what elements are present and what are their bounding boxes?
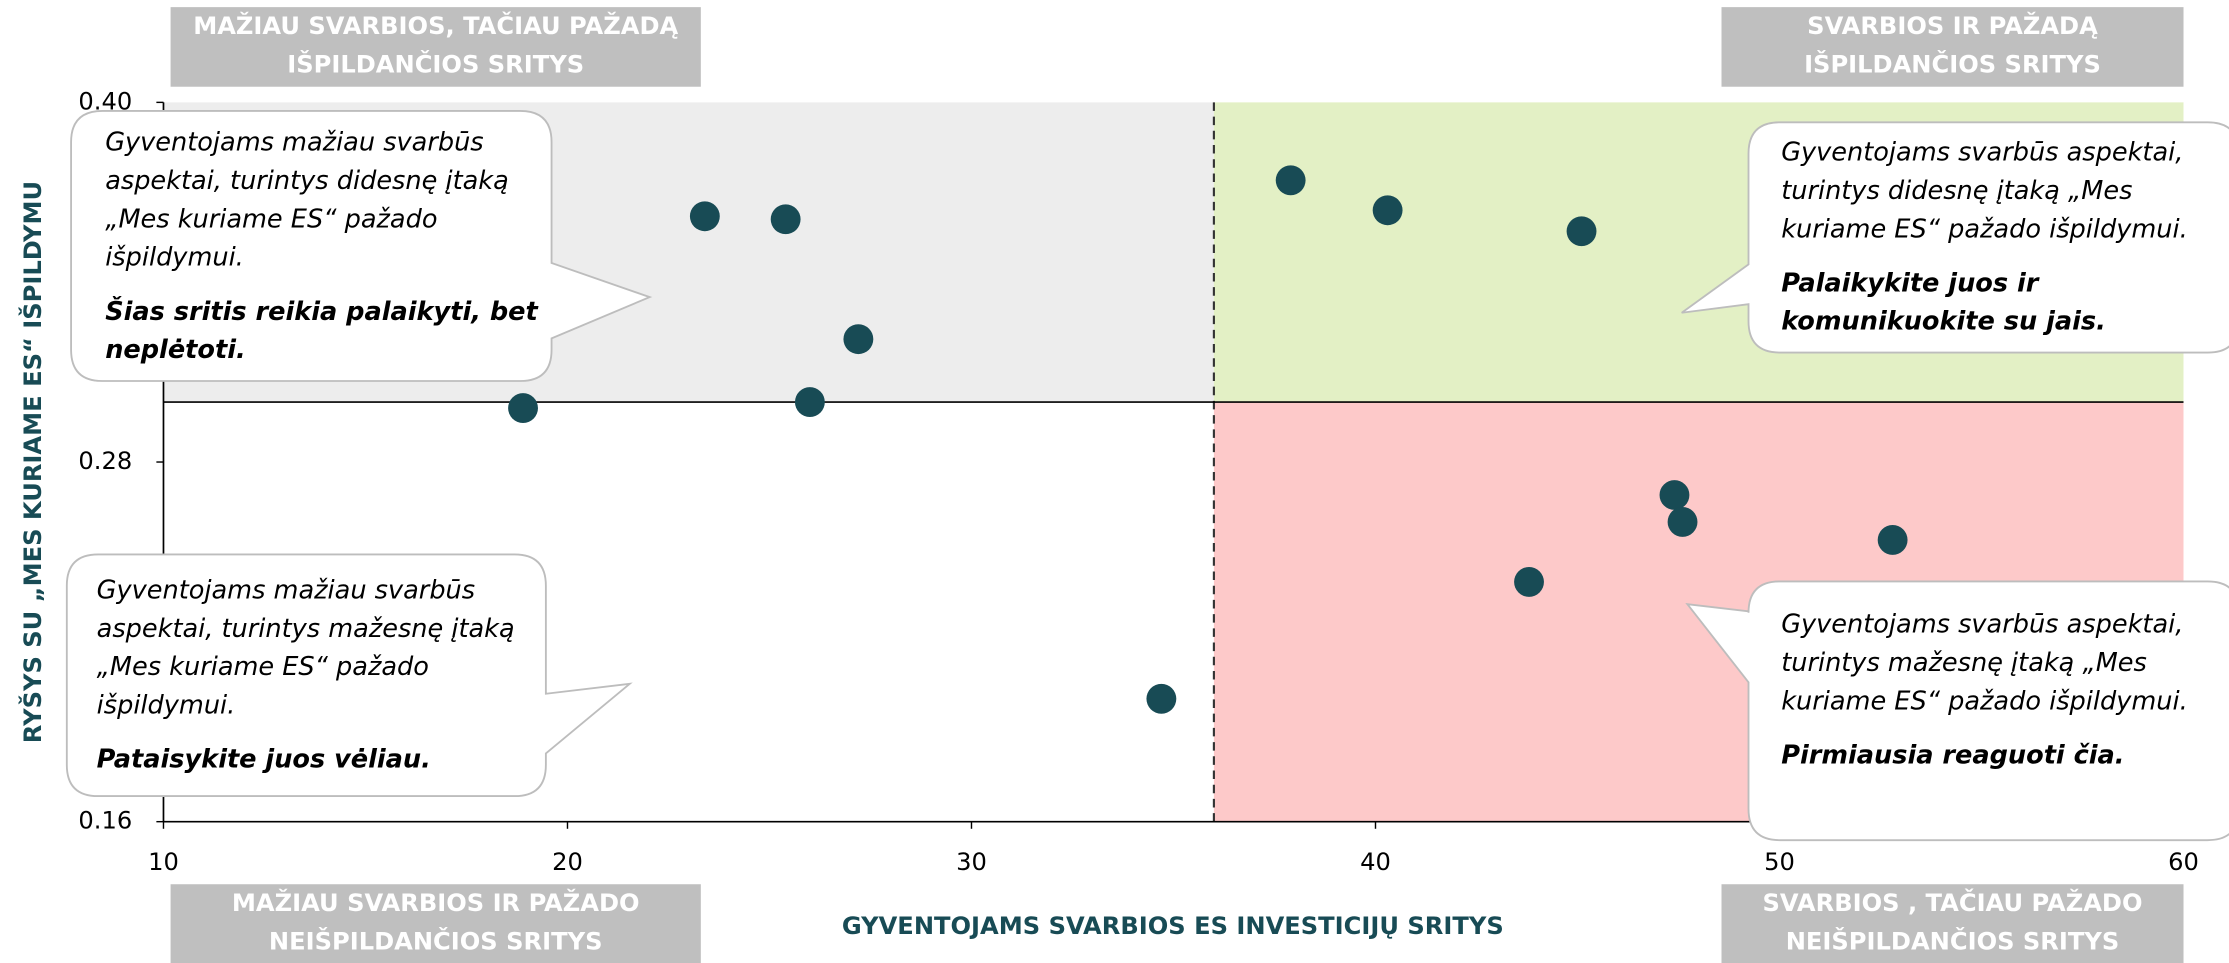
point bbox=[794, 387, 825, 418]
point bbox=[689, 201, 720, 232]
callout-text: išpildymui. bbox=[97, 691, 236, 721]
point bbox=[508, 393, 538, 424]
callout-text: kuriame ES“ pažado išpildymui. bbox=[1781, 214, 2188, 244]
point bbox=[770, 204, 801, 235]
callout-text: aspektai, turintys mažesnę įtaką bbox=[97, 614, 515, 644]
quadrant-label: MAŽIAU SVARBIOS IR PAŽADO bbox=[232, 888, 640, 917]
x-axis-label: GYVENTOJAMS SVARBIOS ES INVESTICIJŲ SRIT… bbox=[842, 912, 1504, 940]
callout-text: turintys didesnę įtaką „Mes bbox=[1781, 176, 2132, 206]
callout-text: Gyventojams mažiau svarbūs bbox=[97, 575, 475, 605]
callout-text: aspektai, turintys didesnę įtaką bbox=[105, 166, 509, 196]
point bbox=[1667, 507, 1698, 537]
callout-bubble bbox=[1681, 121, 2229, 354]
point bbox=[843, 324, 874, 355]
y-tick-label: 0.28 bbox=[78, 447, 132, 475]
y-axis-label: RYŠYS SU „MES KURIAME ES“ IŠPILDYMU bbox=[17, 181, 47, 743]
callout-text: Gyventojams svarbūs aspektai, bbox=[1781, 138, 2183, 168]
quadrant-label: MAŽIAU SVARBIOS, TAČIAU PAŽADĄ bbox=[193, 10, 678, 40]
callout-text: Gyventojams mažiau svarbūs bbox=[105, 128, 483, 158]
point bbox=[1566, 216, 1597, 247]
callout-bubble bbox=[65, 553, 633, 798]
point bbox=[1372, 195, 1403, 226]
quadrant-label: SVARBIOS IR PAŽADĄ bbox=[1807, 11, 2098, 40]
point bbox=[1275, 165, 1306, 196]
x-tick-label: 60 bbox=[2168, 848, 2199, 876]
callout-action: Šias sritis reikia palaikyti, bet bbox=[105, 296, 539, 327]
quadrant-label: IŠPILDANČIOS SRITYS bbox=[1804, 48, 2101, 78]
callout-bubble bbox=[70, 109, 653, 382]
y-tick-label: 0.16 bbox=[78, 807, 132, 835]
x-tick-label: 10 bbox=[148, 848, 179, 876]
callout-text: „Mes kuriame ES“ pažado bbox=[97, 652, 429, 682]
quadrant-label: SVARBIOS , TAČIAU PAŽADO bbox=[1762, 887, 2142, 917]
quadrant-label-box bbox=[1721, 7, 2184, 87]
x-tick-label: 30 bbox=[956, 848, 987, 876]
x-tick-label: 20 bbox=[552, 848, 583, 876]
callout-text: Gyventojams svarbūs aspektai, bbox=[1781, 610, 2183, 640]
callout-text: kuriame ES“ pažado išpildymui. bbox=[1781, 686, 2188, 716]
quadrant-label: NEIŠPILDANČIOS SRITYS bbox=[1786, 926, 2120, 956]
quadrant-label: NEIŠPILDANČIOS SRITYS bbox=[269, 926, 603, 956]
callout-action: Pataisykite juos vėliau. bbox=[97, 745, 431, 775]
quadrant-label-box bbox=[170, 884, 701, 963]
x-tick-label: 40 bbox=[1360, 848, 1391, 876]
point bbox=[1659, 480, 1690, 510]
callout-action: Palaikykite juos ir bbox=[1781, 268, 2040, 298]
point bbox=[1146, 683, 1177, 714]
callout-text: turintys mažesnę įtaką „Mes bbox=[1781, 648, 2147, 678]
quadrant-label-box bbox=[170, 7, 701, 87]
point bbox=[1514, 566, 1544, 597]
callout-action: Pirmiausia reaguoti čia. bbox=[1781, 740, 2124, 770]
callout-action: komunikuokite su jais. bbox=[1781, 307, 2106, 337]
quadrant-label-box bbox=[1721, 884, 2184, 963]
callout-action: neplėtoti. bbox=[105, 335, 246, 365]
callout-text: išpildymui. bbox=[105, 243, 244, 273]
quadrant-label: IŠPILDANČIOS SRITYS bbox=[287, 48, 584, 78]
callout-text: „Mes kuriame ES“ pažado bbox=[105, 204, 437, 234]
x-tick-label: 50 bbox=[1764, 848, 1795, 876]
callout-bubble bbox=[1685, 580, 2229, 842]
point bbox=[1877, 525, 1908, 555]
